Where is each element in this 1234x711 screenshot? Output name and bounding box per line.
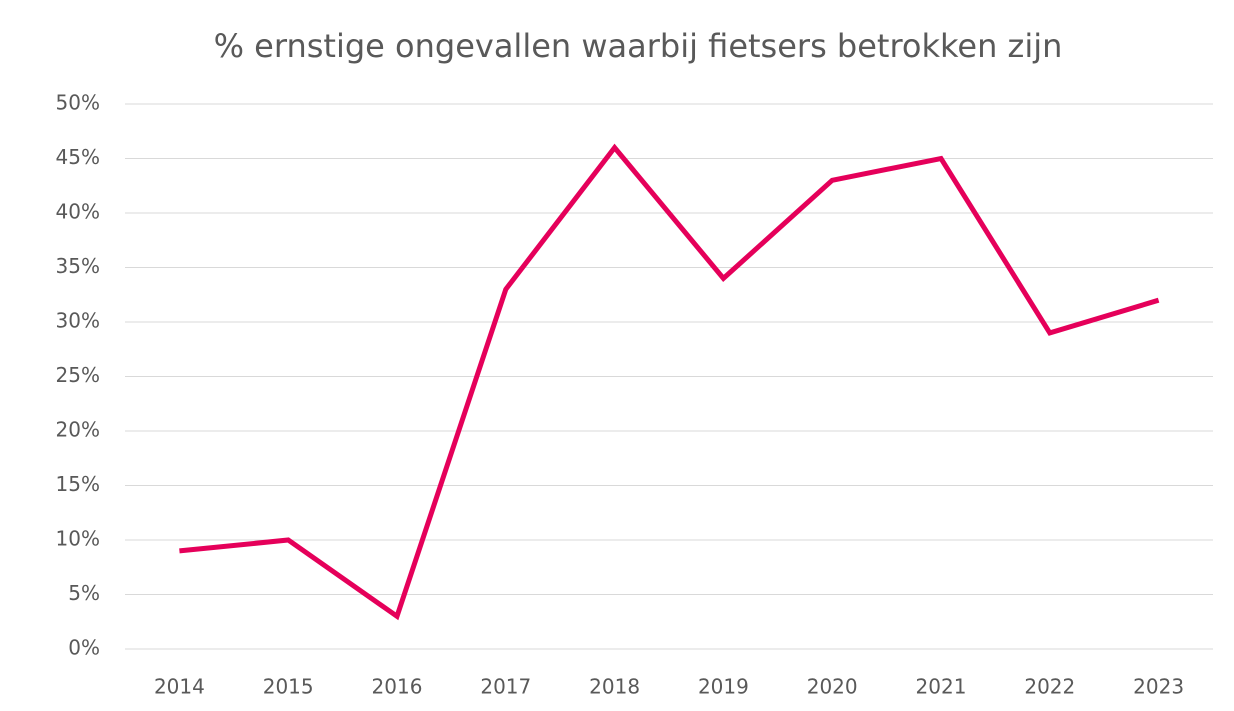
y-tick-label: 20% (56, 418, 100, 442)
x-tick-label: 2015 (263, 675, 314, 699)
x-tick-label: 2019 (698, 675, 749, 699)
y-tick-label: 25% (56, 363, 100, 387)
y-tick-label: 5% (68, 581, 100, 605)
x-tick-label: 2022 (1024, 675, 1075, 699)
chart-title: % ernstige ongevallen waarbij fietsers b… (214, 27, 1063, 65)
x-tick-label: 2018 (589, 675, 640, 699)
x-tick-label: 2023 (1133, 675, 1184, 699)
y-tick-label: 50% (56, 91, 100, 115)
x-tick-label: 2021 (916, 675, 967, 699)
y-tick-label: 35% (56, 254, 100, 278)
y-tick-label: 0% (68, 636, 100, 660)
y-tick-label: 45% (56, 145, 100, 169)
y-tick-label: 15% (56, 472, 100, 496)
x-tick-label: 2016 (372, 675, 423, 699)
x-tick-label: 2017 (480, 675, 531, 699)
x-tick-label: 2014 (154, 675, 205, 699)
x-tick-label: 2020 (807, 675, 858, 699)
y-tick-label: 40% (56, 200, 100, 224)
data-line (179, 143, 1160, 621)
y-tick-label: 30% (56, 309, 100, 333)
y-tick-label: 10% (56, 527, 100, 551)
